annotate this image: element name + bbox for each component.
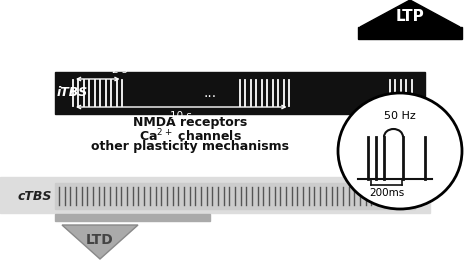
Text: iTBS: iTBS xyxy=(57,87,88,100)
Text: ...: ... xyxy=(203,86,217,100)
Text: NMDA receptors: NMDA receptors xyxy=(133,116,247,129)
Bar xyxy=(358,27,462,39)
Ellipse shape xyxy=(338,93,462,209)
Text: 2 s: 2 s xyxy=(112,65,128,75)
Text: Ca$^{2+}$ channels: Ca$^{2+}$ channels xyxy=(138,128,241,145)
Bar xyxy=(55,72,425,114)
Bar xyxy=(0,177,430,213)
Text: 200ms: 200ms xyxy=(369,188,404,198)
Bar xyxy=(55,214,210,221)
Text: other plasticity mechanisms: other plasticity mechanisms xyxy=(91,140,289,153)
Bar xyxy=(55,183,415,209)
Text: cTBS: cTBS xyxy=(18,189,52,203)
Polygon shape xyxy=(360,0,460,27)
Text: LTP: LTP xyxy=(396,9,424,24)
Polygon shape xyxy=(62,225,138,259)
Text: LTD: LTD xyxy=(86,233,114,247)
Text: 50 Hz: 50 Hz xyxy=(384,111,416,121)
Text: 10 s: 10 s xyxy=(170,111,192,121)
